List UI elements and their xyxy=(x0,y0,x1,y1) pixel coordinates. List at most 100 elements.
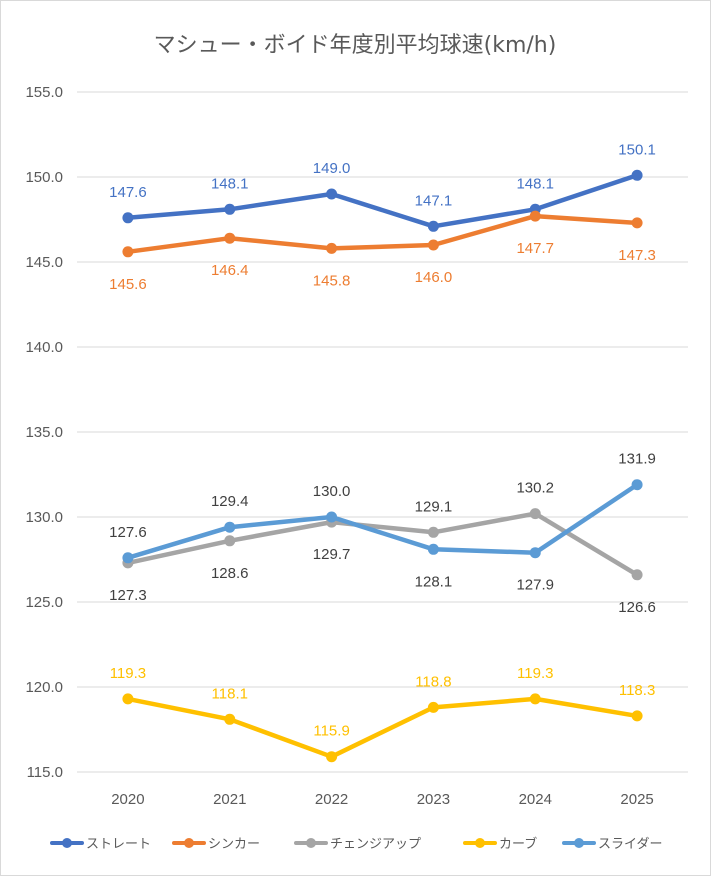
data-label: 129.7 xyxy=(313,546,351,563)
series-2 xyxy=(122,508,643,581)
data-label: 118.3 xyxy=(619,682,655,699)
data-label: 127.6 xyxy=(109,524,147,541)
data-label: 130.0 xyxy=(313,483,351,500)
data-point xyxy=(122,246,134,258)
y-tick-label: 145.0 xyxy=(25,254,63,271)
data-point xyxy=(427,220,439,232)
legend-label: チェンジアップ xyxy=(330,837,421,852)
data-point xyxy=(631,217,643,229)
series-group xyxy=(122,169,643,763)
series-line xyxy=(125,213,640,255)
data-label: 118.8 xyxy=(415,673,451,690)
data-point xyxy=(224,713,236,725)
y-tick-label: 135.0 xyxy=(25,424,63,441)
data-label: 146.4 xyxy=(211,262,249,279)
data-label: 129.1 xyxy=(415,498,453,515)
data-label: 119.3 xyxy=(110,665,146,682)
data-point xyxy=(427,526,439,538)
data-label: 115.9 xyxy=(313,723,349,740)
series-line xyxy=(125,511,640,578)
series-line xyxy=(125,696,640,759)
data-label: 127.3 xyxy=(109,587,147,604)
data-point xyxy=(631,479,643,491)
data-label: 147.7 xyxy=(516,240,554,257)
data-label: 150.1 xyxy=(618,141,656,158)
y-tick-label: 120.0 xyxy=(25,679,63,696)
data-label: 147.3 xyxy=(618,247,656,264)
data-label: 148.1 xyxy=(516,175,554,192)
series-3 xyxy=(122,693,643,763)
data-label: 130.2 xyxy=(516,480,554,497)
x-tick-label: 2021 xyxy=(213,791,246,808)
legend-item[interactable]: ストレート xyxy=(50,837,151,852)
x-tick-label: 2025 xyxy=(620,791,653,808)
legend: ストレート シンカー チェンジアップ カーブ スライダー xyxy=(50,836,662,852)
data-label: 145.8 xyxy=(313,272,351,289)
data-point xyxy=(224,535,236,547)
gridlines xyxy=(77,91,688,773)
data-label: 131.9 xyxy=(618,451,656,468)
legend-marker-icon xyxy=(574,838,584,848)
data-label: 149.0 xyxy=(313,160,351,177)
data-labels: 147.6 148.1 149.0 147.1 148.1 150.1 145.6 146.4… xyxy=(109,141,656,739)
data-label: 147.6 xyxy=(109,184,147,201)
data-point xyxy=(427,543,439,555)
x-tick-label: 2022 xyxy=(315,791,348,808)
data-point xyxy=(631,569,643,581)
y-tick-label: 130.0 xyxy=(25,509,63,526)
y-tick-label: 115.0 xyxy=(27,764,63,781)
data-label: 147.1 xyxy=(415,192,453,209)
data-point xyxy=(326,242,338,254)
y-tick-label: 140.0 xyxy=(25,339,63,356)
data-point xyxy=(224,521,236,533)
data-label: 146.0 xyxy=(415,269,453,286)
legend-marker-icon xyxy=(184,838,194,848)
legend-item[interactable]: シンカー xyxy=(172,837,260,852)
data-point xyxy=(427,239,439,251)
data-label: 129.4 xyxy=(211,493,249,510)
legend-label: ストレート xyxy=(86,837,151,852)
data-point xyxy=(631,710,643,722)
data-label: 118.1 xyxy=(212,685,248,702)
y-axis-ticks: 155.0 150.0 145.0 140.0 135.0 130.0 125.0 120.0… xyxy=(25,84,63,781)
data-label: 128.1 xyxy=(415,573,453,590)
chart-title: マシュー・ボイド年度別平均球速(km/h) xyxy=(154,33,557,58)
data-point xyxy=(529,547,541,559)
series-0 xyxy=(122,169,643,232)
data-point xyxy=(122,693,134,705)
data-label: 148.1 xyxy=(211,175,249,192)
legend-item[interactable]: カーブ xyxy=(463,836,537,852)
data-point xyxy=(427,701,439,713)
x-axis-ticks: 2020 2021 2022 2023 2024 2025 xyxy=(111,791,654,808)
series-4 xyxy=(122,479,643,564)
legend-label: スライダー xyxy=(598,837,662,852)
legend-label: シンカー xyxy=(208,837,260,852)
x-tick-label: 2023 xyxy=(417,791,450,808)
legend-item[interactable]: チェンジアップ xyxy=(294,837,421,852)
series-line xyxy=(125,173,640,229)
data-point xyxy=(326,751,338,763)
data-point xyxy=(529,693,541,705)
data-point xyxy=(529,210,541,222)
y-tick-label: 125.0 xyxy=(25,594,63,611)
y-tick-label: 150.0 xyxy=(25,169,63,186)
legend-marker-icon xyxy=(306,838,316,848)
x-tick-label: 2020 xyxy=(111,791,144,808)
data-point xyxy=(122,552,134,564)
data-point xyxy=(326,511,338,523)
data-point xyxy=(224,232,236,244)
legend-item[interactable]: スライダー xyxy=(562,837,662,852)
data-point xyxy=(122,212,134,224)
data-label: 145.6 xyxy=(109,276,147,293)
y-tick-label: 155.0 xyxy=(25,84,63,101)
legend-marker-icon xyxy=(475,838,485,848)
series-line xyxy=(125,482,640,561)
legend-marker-icon xyxy=(62,838,72,848)
data-point xyxy=(529,508,541,520)
data-point xyxy=(326,188,338,200)
series-1 xyxy=(122,210,643,258)
data-label: 119.3 xyxy=(517,665,553,682)
data-point xyxy=(631,169,643,181)
